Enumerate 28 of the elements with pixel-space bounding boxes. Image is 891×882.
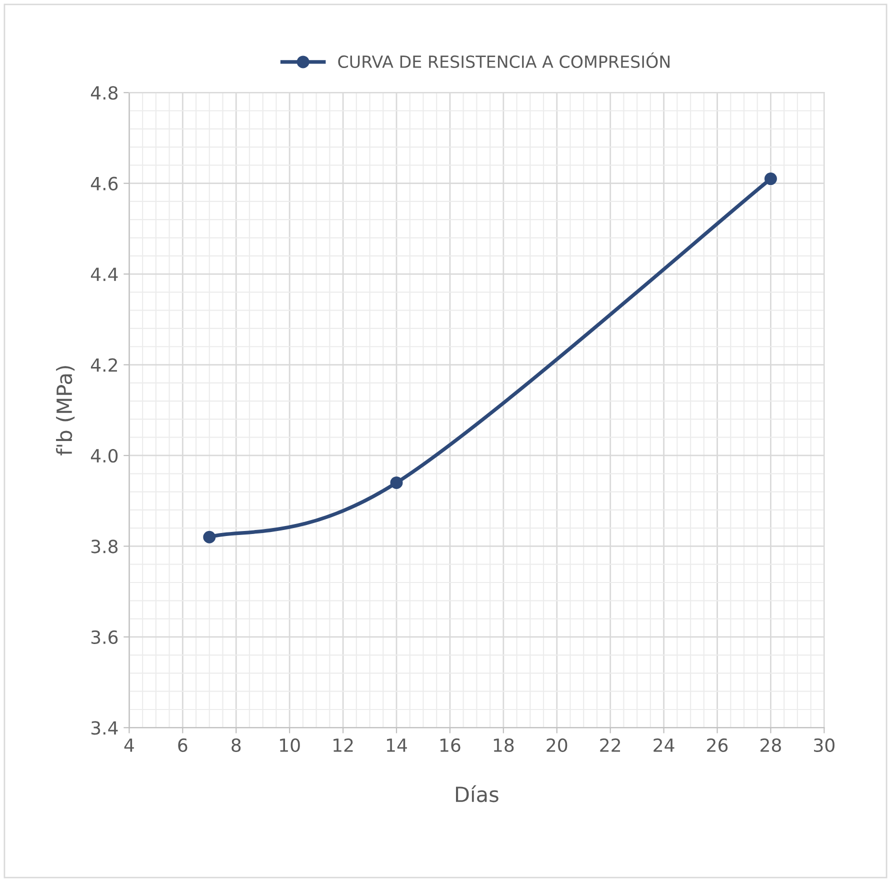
x-tick-label: 10 xyxy=(280,738,300,752)
x-tick-label: 24 xyxy=(654,738,674,752)
x-tick-label: 4 xyxy=(124,738,134,752)
x-tick-label: 8 xyxy=(232,738,241,752)
y-tick-label: 4.8 xyxy=(90,86,118,100)
x-tick-label: 26 xyxy=(707,738,728,752)
y-axis-title: f'b (MPa) xyxy=(56,366,75,456)
y-tick-label: 4.4 xyxy=(90,268,118,281)
x-tick-label: 20 xyxy=(546,738,568,752)
x-tick-label: 12 xyxy=(334,738,353,752)
point xyxy=(203,530,216,544)
x-tick-label: 30 xyxy=(814,738,834,752)
y-tick-label: 4.0 xyxy=(90,448,118,463)
y-tick-label: 4.6 xyxy=(90,176,118,190)
x-axis-title: Días xyxy=(456,785,498,802)
x-tick-label: 6 xyxy=(178,738,188,752)
y-tick-label: 4.2 xyxy=(90,358,117,372)
point xyxy=(764,172,777,186)
y-tick-label: 3.8 xyxy=(91,540,118,554)
y-tick-label: 3.4 xyxy=(91,721,118,735)
x-tick-label: 16 xyxy=(440,738,460,752)
x-tick-label: 14 xyxy=(386,738,407,752)
x-tick-label: 28 xyxy=(760,738,781,752)
x-tick-label: 22 xyxy=(600,738,620,752)
legend-label: CURVA DE RESISTENCIA A COMPRESIÓN xyxy=(338,52,670,68)
y-tick-label: 3.6 xyxy=(91,630,118,644)
x-tick-label: 18 xyxy=(494,738,514,752)
point xyxy=(390,476,403,489)
